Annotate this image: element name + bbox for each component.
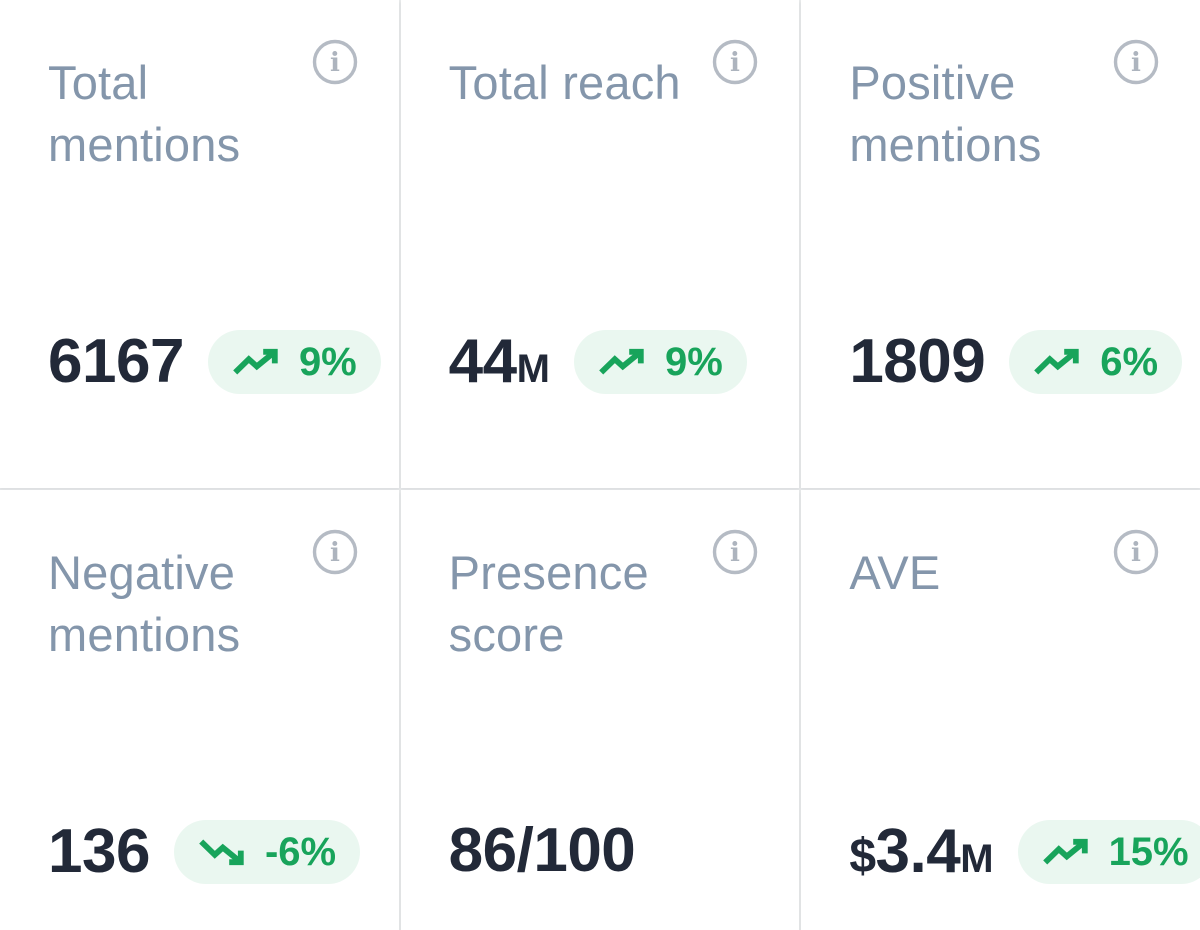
value-unit: M xyxy=(516,347,550,391)
metric-title: Negative mentions xyxy=(48,546,241,661)
trend-badge: 9% xyxy=(573,330,747,394)
metric-value: $3.4M xyxy=(849,821,993,883)
info-icon[interactable]: i xyxy=(1112,38,1160,86)
info-icon[interactable]: i xyxy=(711,38,759,86)
metric-card-total-mentions: i Total mentions 6167 9% xyxy=(0,0,399,488)
metric-value: 44M xyxy=(449,331,550,393)
svg-text:i: i xyxy=(330,48,340,78)
metric-value: 86/100 xyxy=(449,820,636,882)
value-number: 1809 xyxy=(849,327,986,396)
trend-up-icon xyxy=(233,348,278,375)
value-number: 6167 xyxy=(48,327,184,396)
trend-up-icon xyxy=(1034,348,1079,375)
metric-title: Positive mentions xyxy=(849,56,1042,171)
metric-value-row: 1809 6% xyxy=(849,330,1183,394)
trend-percentage: 9% xyxy=(664,340,723,384)
value-unit: M xyxy=(960,837,994,881)
trend-percentage: 9% xyxy=(298,340,357,384)
svg-text:i: i xyxy=(730,538,740,568)
value-number: 3.4 xyxy=(875,817,961,886)
info-icon[interactable]: i xyxy=(1112,528,1160,576)
trend-badge: 6% xyxy=(1009,330,1183,394)
trend-down-icon xyxy=(199,839,244,866)
metric-title: Total reach xyxy=(448,56,681,109)
metric-value-row: 136 -6% xyxy=(48,820,361,884)
metric-value: 6167 xyxy=(48,331,184,393)
metric-title: Total mentions xyxy=(48,56,241,171)
metric-card-presence-score: i Presence score 86/100 xyxy=(400,490,800,930)
value-number: 136 xyxy=(48,817,150,886)
value-number: 44 xyxy=(448,327,517,396)
metric-card-negative-mentions: i Negative mentions 136 -6% xyxy=(0,490,399,930)
metric-value: 1809 xyxy=(849,331,985,393)
trend-badge: -6% xyxy=(173,820,361,884)
metric-value: 136 xyxy=(48,821,150,883)
metric-title: Presence score xyxy=(448,546,649,661)
metric-value-row: 6167 9% xyxy=(48,330,381,394)
info-icon[interactable]: i xyxy=(311,38,359,86)
trend-badge: 9% xyxy=(207,330,381,394)
metric-value-row: $3.4M 15% xyxy=(849,820,1200,884)
svg-text:i: i xyxy=(730,48,740,78)
info-icon[interactable]: i xyxy=(711,528,759,576)
metric-card-total-reach: i Total reach 44M 9% xyxy=(400,0,800,488)
trend-up-icon xyxy=(599,348,644,375)
metric-title: AVE xyxy=(849,546,941,599)
metric-card-positive-mentions: i Positive mentions 1809 6% xyxy=(801,0,1200,488)
value-number: 86/100 xyxy=(448,816,636,885)
info-icon[interactable]: i xyxy=(311,528,359,576)
trend-badge: 15% xyxy=(1017,820,1200,884)
metric-value-row: 44M 9% xyxy=(449,330,747,394)
trend-percentage: -6% xyxy=(264,830,337,874)
metric-value-row: 86/100 xyxy=(449,820,636,882)
trend-up-icon xyxy=(1042,838,1088,865)
svg-text:i: i xyxy=(330,538,340,568)
trend-percentage: 6% xyxy=(1100,340,1159,384)
metric-card-ave: i AVE $3.4M 15% xyxy=(801,490,1200,930)
trend-percentage: 15% xyxy=(1108,830,1189,874)
svg-text:i: i xyxy=(1131,538,1141,568)
value-prefix: $ xyxy=(849,830,876,883)
svg-text:i: i xyxy=(1131,48,1141,78)
